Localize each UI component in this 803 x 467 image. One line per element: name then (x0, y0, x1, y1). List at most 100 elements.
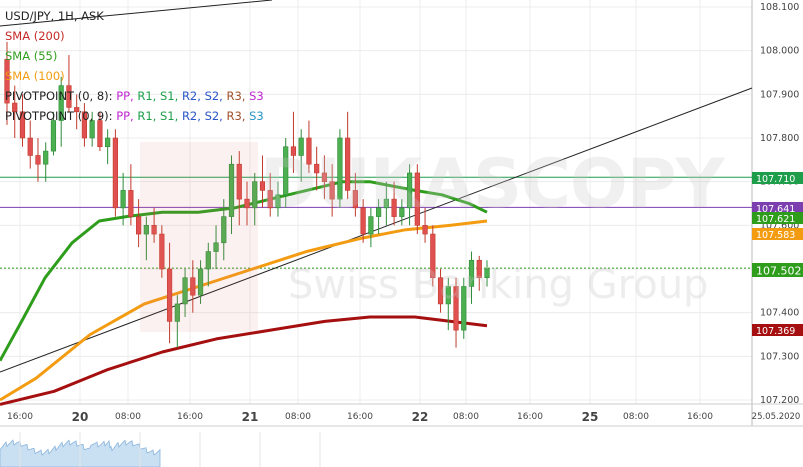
sma200-line (0, 315, 488, 406)
candle-body (437, 277, 444, 305)
candle-body (283, 146, 289, 196)
price-tag-label: 107.583 (756, 230, 795, 241)
candle-body (453, 286, 459, 331)
pivot-legend-item: R2, (181, 109, 205, 123)
price-tag (752, 172, 803, 184)
price-tag-label: 107.502 (756, 265, 802, 278)
candle-body (290, 146, 297, 156)
y-tick-label: 107.600 (760, 220, 799, 231)
y-tick-label: 108.100 (760, 2, 799, 13)
candle-body (345, 137, 351, 191)
price-tag (752, 263, 803, 277)
candle-body (128, 190, 134, 217)
candle-body (89, 120, 95, 139)
candle-body (244, 198, 250, 209)
candle-body (275, 194, 281, 209)
x-tick-label: 16:00 (7, 412, 33, 422)
candle-body (430, 233, 436, 279)
candle-body (105, 137, 111, 148)
sma55-line (0, 180, 488, 362)
candle-body (267, 190, 273, 209)
candle-body (197, 268, 204, 296)
candle-body (461, 286, 467, 331)
price-tag (752, 228, 803, 240)
candle-body (252, 181, 258, 209)
trendline-upper (0, 0, 273, 27)
candle-body (399, 207, 405, 217)
y-tick-label: 107.300 (760, 351, 799, 362)
pivot-legend-item: R1, (137, 109, 160, 123)
y-tick-label: 107.200 (760, 395, 799, 406)
legend-sma55[interactable]: SMA (55) (5, 49, 58, 63)
candle-body (352, 190, 358, 209)
price-tag-label: 107.621 (756, 214, 795, 225)
candle-body (190, 277, 196, 296)
pivot-legend-item: R2, (181, 89, 205, 103)
pivot-legend-item: S3 (249, 109, 264, 123)
x-tick-day-label: 20 (72, 410, 89, 424)
candle-body (414, 172, 420, 226)
candle-body (383, 198, 389, 209)
x-tick-label: 08:00 (115, 412, 141, 422)
candle-body (329, 181, 335, 200)
price-tag-label: 107.641 (756, 204, 795, 215)
candle-body (112, 137, 118, 209)
candle-body (136, 216, 142, 235)
candle-body (143, 225, 149, 235)
legend-sma200[interactable]: SMA (200) (5, 29, 65, 43)
legend-pivot-9[interactable]: PIVOTPOINT (0, 9): PP, R1, S1, R2, S2, R… (5, 106, 264, 126)
candle-body (484, 268, 490, 279)
candle-body (221, 216, 227, 244)
candle-body (151, 225, 157, 235)
candle-body (213, 242, 219, 252)
x-tick-label: 08:00 (285, 412, 311, 422)
candle-body (321, 172, 328, 182)
candle-body (306, 137, 312, 165)
legend-sma100[interactable]: SMA (100) (5, 69, 65, 83)
y-tick-label: 107.400 (760, 308, 799, 319)
candle-body (360, 207, 366, 235)
pivot-legend-item: S3 (249, 89, 264, 103)
candle-body (337, 137, 343, 200)
candle-body (391, 198, 397, 217)
candle-body (376, 207, 382, 217)
x-tick-label: 08:00 (623, 412, 649, 422)
candle-body (74, 107, 80, 113)
candle-body (259, 181, 266, 191)
pivot-legend-item: PP, (116, 109, 138, 123)
x-tick-label: 16:00 (347, 412, 373, 422)
legend-instrument[interactable]: USD/JPY, 1H, ASK (5, 9, 104, 23)
price-tag (752, 202, 803, 214)
candle-body (43, 150, 49, 165)
x-tick-label: 16:00 (687, 412, 713, 422)
candle-body (406, 172, 413, 209)
candle-body (27, 137, 33, 156)
candle-body (4, 59, 10, 104)
x-tick-label: 25.05.2020 (752, 412, 801, 422)
candle-body (58, 85, 64, 121)
candle-body (298, 137, 304, 156)
candle-body (120, 190, 126, 209)
x-tick-label: 08:00 (453, 412, 479, 422)
candle-body (476, 259, 482, 279)
pivot-legend-item: S2, (204, 89, 227, 103)
price-tag-label: 107.369 (756, 326, 795, 337)
pivot-legend-item: R3, (226, 89, 250, 103)
candle-body (182, 277, 188, 305)
candle-body (422, 225, 428, 235)
pivot-legend-item: S1, (160, 89, 182, 103)
pivot-legend-title: PIVOTPOINT (0, 9): (5, 109, 117, 123)
candle-body (50, 120, 57, 152)
x-tick-day-label: 25 (582, 410, 599, 424)
legend-pivot-8[interactable]: PIVOTPOINT (0, 8): PP, R1, S1, R2, S2, R… (5, 86, 264, 106)
candle-body (236, 163, 242, 200)
candle-body (81, 111, 88, 139)
x-tick-label: 16:00 (177, 412, 203, 422)
x-tick-day-label: 21 (242, 410, 259, 424)
pivot-legend-item: R3, (226, 109, 250, 123)
candle-body (205, 251, 211, 270)
candle-body (445, 286, 451, 305)
pivot-legend-item: R1, (137, 89, 160, 103)
pivot-legend-title: PIVOTPOINT (0, 8): (5, 89, 117, 103)
